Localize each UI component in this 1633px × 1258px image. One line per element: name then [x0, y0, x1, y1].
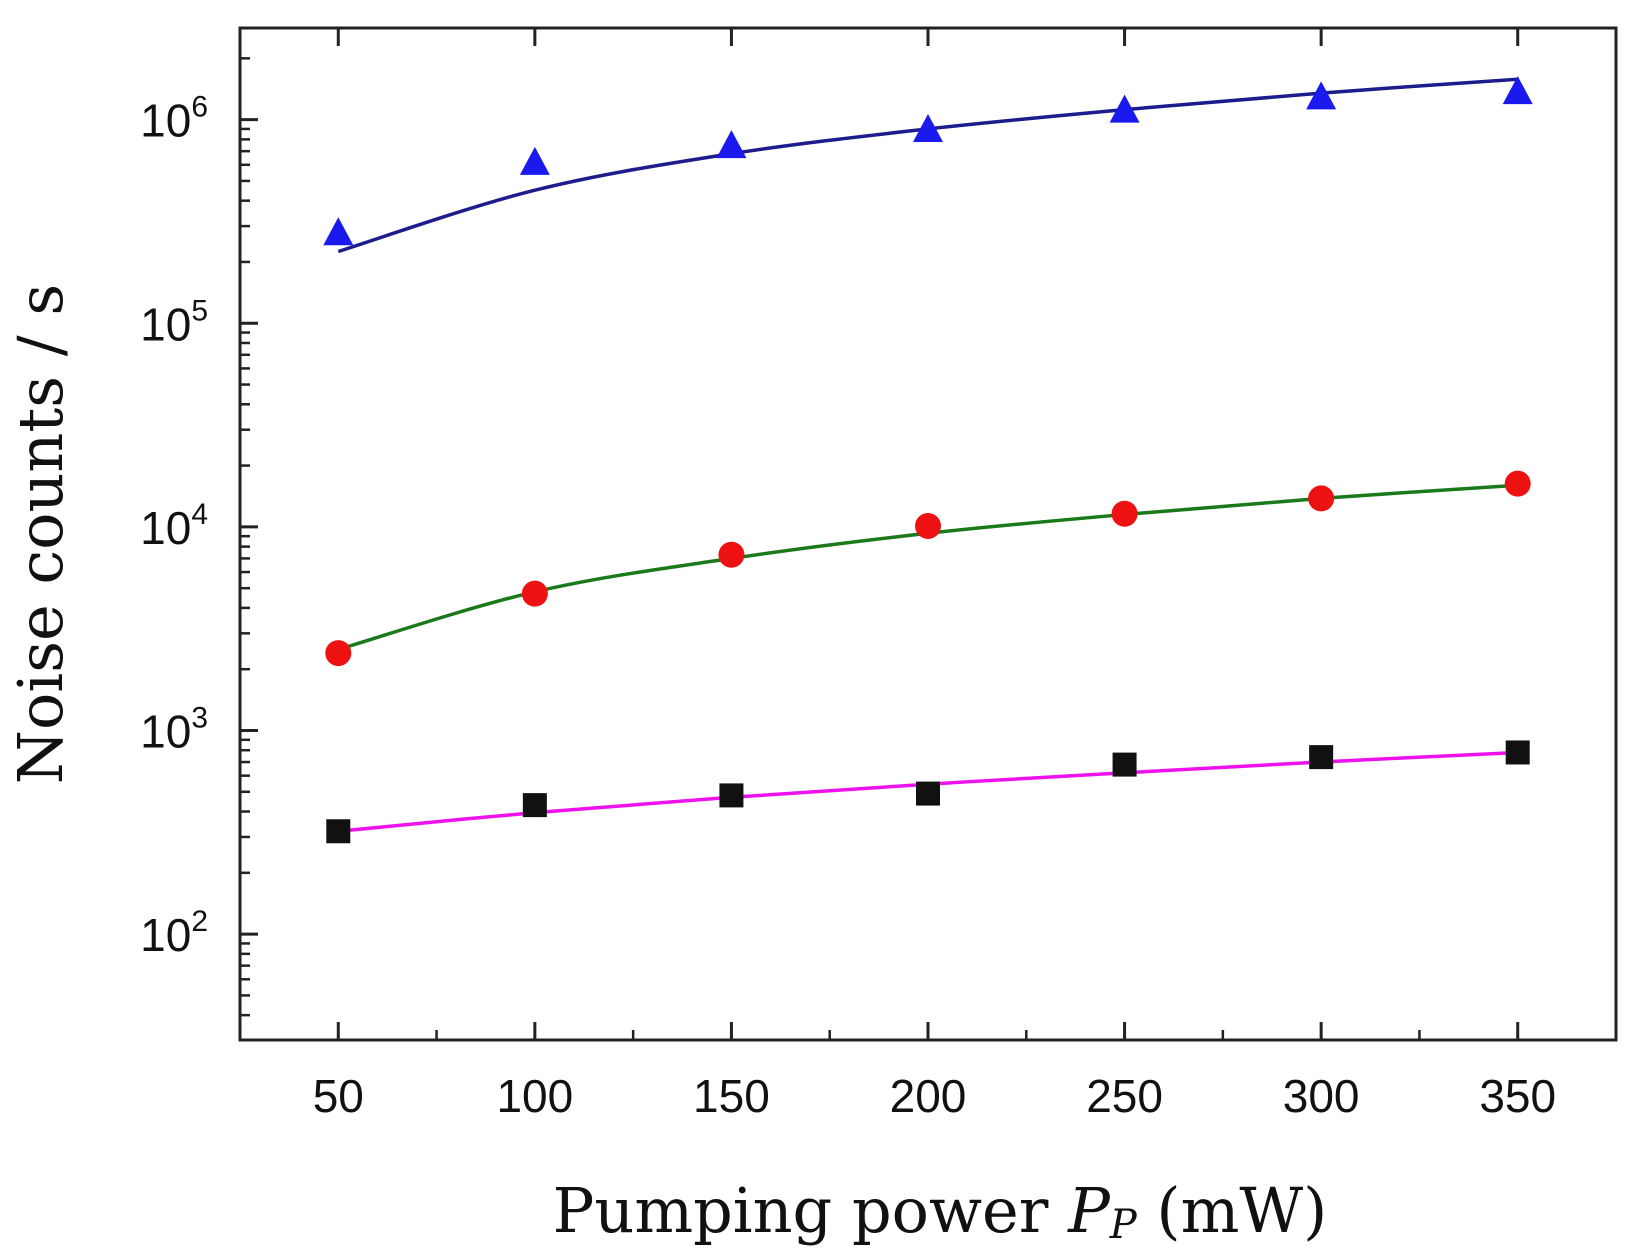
data-point-square [1112, 752, 1137, 777]
data-point-triangle [1502, 76, 1533, 105]
y-tick-exponent: 3 [191, 701, 208, 734]
x-tick-label: 50 [313, 1070, 364, 1122]
x-tick-label: 300 [1283, 1070, 1360, 1122]
data-point-triangle [519, 146, 550, 175]
data-point-circle [1308, 485, 1335, 512]
fit-curve-circles [337, 483, 1518, 652]
data-point-circle [1111, 500, 1138, 527]
y-tick-label: 103 [140, 701, 208, 757]
fit-curves [337, 77, 1518, 834]
data-point-triangle [1109, 94, 1140, 123]
x-tick-label: 200 [890, 1070, 967, 1122]
x-axis-title-symbol: P [1067, 1174, 1111, 1247]
x-tick-label: 250 [1086, 1070, 1163, 1122]
x-axis-title: Pumping power PP (mW) [553, 1174, 1328, 1248]
y-axis-title: Noise counts / s [4, 284, 77, 784]
data-markers [323, 76, 1533, 844]
data-point-circle [1504, 470, 1531, 497]
y-tick-exponent: 2 [191, 905, 208, 938]
y-tick-base: 10 [140, 909, 191, 961]
y-tick-exponent: 5 [191, 294, 208, 327]
y-tick-label: 104 [140, 498, 208, 554]
y-tick-base: 10 [140, 95, 191, 147]
data-point-square [326, 819, 351, 844]
data-point-square [1309, 745, 1334, 770]
data-point-circle [325, 640, 352, 667]
data-point-square [522, 793, 547, 818]
data-point-triangle [1306, 81, 1337, 110]
data-point-circle [521, 580, 548, 607]
data-point-square [1505, 740, 1530, 765]
fit-curve-triangles [337, 77, 1518, 254]
data-point-triangle [913, 113, 943, 142]
y-tick-exponent: 4 [191, 498, 208, 531]
x-tick-label: 150 [693, 1070, 770, 1122]
data-point-triangle [323, 217, 354, 246]
data-point-square [916, 781, 940, 806]
y-tick-exponent: 6 [191, 91, 208, 124]
y-tick-base: 10 [140, 705, 191, 757]
y-tick-base: 10 [140, 502, 191, 554]
x-axis-title-suffix: (mW) [1137, 1174, 1328, 1247]
data-point-triangle [716, 130, 747, 159]
y-tick-label: 106 [140, 91, 208, 147]
data-point-circle [718, 541, 745, 568]
data-point-circle [915, 512, 941, 539]
y-tick-label: 102 [140, 905, 208, 961]
x-axis-ticks: 50 100 150 200 250 300 350 [313, 28, 1618, 1122]
x-tick-label: 100 [496, 1070, 573, 1122]
x-axis-title-prefix: Pumping power [553, 1174, 1068, 1247]
y-tick-base: 10 [140, 298, 191, 350]
y-tick-label: 105 [140, 294, 208, 350]
x-tick-label: 350 [1479, 1070, 1556, 1122]
data-point-square [719, 783, 744, 808]
x-axis-title-subscript: P [1109, 1202, 1138, 1248]
